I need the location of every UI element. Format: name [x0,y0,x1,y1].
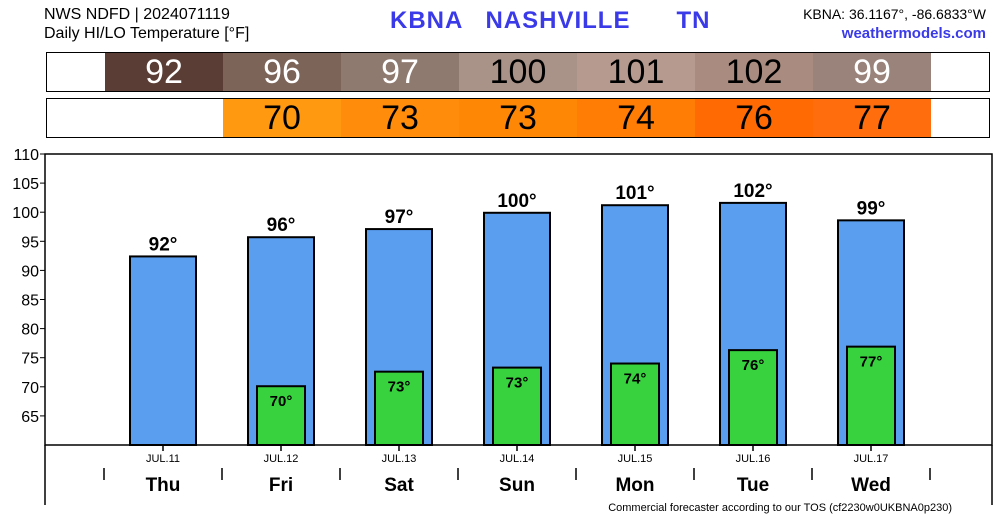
hi-strip-cell: 102 [695,53,813,91]
hi-bar [129,255,197,446]
hi-temperature-strip: 92 96 97 100 101 102 99 [46,52,990,92]
lo-bar [374,370,424,446]
header-left: NWS NDFD | 2024071119 Daily HI/LO Temper… [44,5,249,43]
date-label: JUL.11 [146,453,180,465]
date-label: JUL.15 [618,453,653,465]
site-link[interactable]: weathermodels.com [841,25,986,42]
hi-bar-label: 100° [497,191,536,212]
source-line: NWS NDFD | 2024071119 [44,6,230,23]
hi-strip-cell: 97 [341,53,459,91]
hi-strip-cell: 96 [223,53,341,91]
y-tick-label: 100 [12,205,39,222]
footer-note: Commercial forecaster according to our T… [608,502,952,514]
lo-temperature-strip: 70 73 73 74 76 77 [46,98,990,138]
lo-bar [728,349,778,446]
day-label: Fri [269,475,293,496]
lo-strip-cell: 73 [341,99,459,137]
hi-strip-cell: 92 [105,53,223,91]
lo-bar [610,362,660,446]
day-label: Mon [615,475,654,496]
date-label: JUL.12 [264,453,299,465]
day-label: Tue [737,475,769,496]
lo-bar [846,345,896,446]
chart-subtitle: Daily HI/LO Temperature [°F] [44,25,250,42]
date-label: JUL.16 [736,453,771,465]
station-state: TN [676,7,711,34]
y-tick-label: 90 [21,263,39,280]
y-tick-label: 80 [21,322,39,339]
header-right: KBNA: 36.1167°, -86.6833°W weathermodels… [803,5,986,43]
y-tick-label: 70 [21,380,39,397]
hi-strip-cell: 100 [459,53,577,91]
lo-bar-label: 77° [860,354,883,371]
lo-bar-label: 76° [742,357,765,374]
hi-bar-label: 96° [267,215,296,236]
lo-strip-cell: 70 [223,99,341,137]
hi-strip-cell: 99 [813,53,931,91]
station-coords: KBNA: 36.1167°, -86.6833°W [803,6,986,22]
lo-bar-label: 73° [388,379,411,396]
y-tick-label: 95 [21,234,39,251]
lo-bar-label: 74° [624,371,647,388]
lo-bar [256,385,306,446]
hi-strip-cell: 101 [577,53,695,91]
hi-bar-label: 97° [385,207,414,228]
station-title: KBNA NASHVILLE TN [390,7,740,35]
y-tick-label: 65 [21,409,39,426]
day-label: Sat [384,475,414,496]
station-city: NASHVILLE [485,7,631,34]
hi-bar-label: 102° [733,181,772,202]
station-id: KBNA [390,7,463,34]
day-label: Thu [146,475,181,496]
day-label: Sun [499,475,535,496]
hi-bar-label: 101° [615,183,654,204]
lo-bar-label: 73° [506,375,529,392]
day-label: Wed [851,475,891,496]
hi-bar-label: 92° [149,234,178,255]
lo-strip-cell: 73 [459,99,577,137]
lo-strip-cell: 77 [813,99,931,137]
lo-strip-cell: 76 [695,99,813,137]
y-tick-label: 75 [21,351,39,368]
y-tick-label: 105 [12,176,39,193]
lo-strip-cell: 74 [577,99,695,137]
y-tick-label: 85 [21,293,39,310]
date-label: JUL.14 [500,453,535,465]
date-label: JUL.17 [854,453,889,465]
y-tick-label: 110 [13,147,39,164]
hi-bar-label: 99° [857,198,886,219]
date-label: JUL.13 [382,453,417,465]
lo-bar-label: 70° [270,393,293,410]
